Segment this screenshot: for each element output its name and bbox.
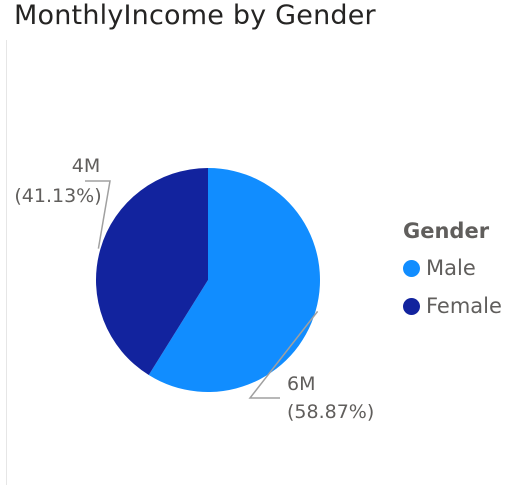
chart-title: MonthlyIncome by Gender — [14, 0, 376, 31]
data-label-percent-female: (41.13%) — [14, 185, 101, 207]
legend-label-male: Male — [426, 256, 476, 280]
data-label-value-female: 4M — [72, 155, 100, 177]
legend: Gender Male Female — [403, 219, 502, 331]
leader-line-male — [248, 310, 319, 399]
data-label-percent-male: (58.87%) — [287, 401, 374, 423]
legend-marker-female — [403, 297, 420, 315]
leader-line-female — [85, 180, 111, 249]
legend-marker-male — [403, 259, 420, 277]
legend-label-female: Female — [426, 294, 502, 318]
legend-item-female[interactable]: Female — [403, 293, 502, 319]
legend-title: Gender — [403, 219, 490, 243]
legend-item-male[interactable]: Male — [403, 255, 502, 281]
visual-divider — [6, 40, 7, 485]
data-label-value-male: 6M — [287, 373, 315, 395]
pie-slice-male[interactable] — [148, 168, 320, 392]
pie-slice-female[interactable] — [96, 168, 208, 376]
